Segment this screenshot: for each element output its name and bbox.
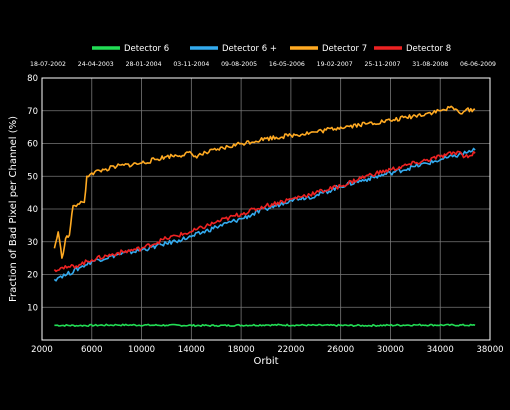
date-label: 31-08-2008 [412,61,448,68]
x-tick-labels: 2000 6000 10000 14000 18000 22000 26000 30000 34… [31,345,503,355]
legend: Detector 6 Detector 6 + Detector 7 Detector… [92,44,451,54]
series-group [53,105,476,328]
x-tick-label: 30000 [377,345,404,355]
y-tick-label: 60 [27,140,38,150]
y-tick-label: 50 [27,172,38,182]
legend-label: Detector 6 + [222,44,277,54]
date-label: 09-08-2005 [221,61,257,68]
y-tick-label: 80 [27,74,38,84]
x-tick-label: 38000 [476,345,503,355]
grid [42,78,490,340]
y-tick-label: 30 [27,238,38,248]
y-tick-label: 40 [27,205,38,215]
date-label: 25-11-2007 [364,61,400,68]
x-tick-label: 14000 [178,345,205,355]
x-tick-label: 2000 [31,345,53,355]
x-tick-label: 6000 [81,345,103,355]
x-tick-label: 34000 [427,345,454,355]
x-tick-label: 26000 [327,345,354,355]
date-label: 16-05-2006 [269,61,305,68]
x-axis-label: Orbit [253,356,278,367]
date-label: 19-02-2007 [317,61,353,68]
date-label: 24-04-2003 [78,61,114,68]
x-tick-label: 22000 [277,345,304,355]
y-tick-label: 10 [27,303,38,313]
y-tick-label: 20 [27,271,38,281]
date-label: 03-11-2004 [173,61,209,68]
series-line [54,323,476,328]
x-tick-label: 10000 [128,345,155,355]
date-label: 28-01-2004 [126,61,162,68]
legend-label: Detector 8 [406,44,451,54]
legend-label: Detector 6 [124,44,169,54]
x-tick-label: 18000 [228,345,255,355]
y-tick-label: 70 [27,107,38,117]
y-tick-labels: 10 20 30 40 50 60 70 80 [27,74,38,313]
y-axis-label: Fraction of Bad Pixel per Channel (%) [8,116,19,302]
series-line [53,150,476,273]
date-axis: 18-07-2002 24-04-2003 28-01-2004 03-11-2004… [30,61,496,68]
plot-frame [41,77,491,341]
date-label: 06-06-2009 [460,61,496,68]
date-label: 18-07-2002 [30,61,66,68]
series-line [53,105,476,259]
legend-label: Detector 7 [322,44,367,54]
